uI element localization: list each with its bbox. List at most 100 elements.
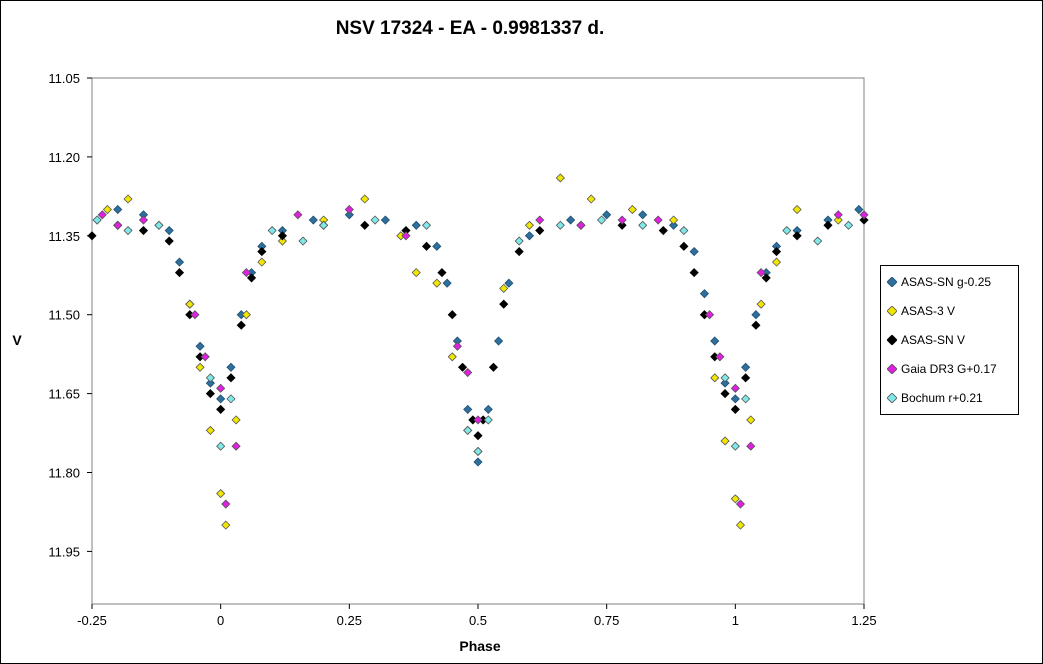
- point-asas-3-v: [241, 310, 251, 320]
- point-gaia-dr3-g-0-17: [401, 231, 411, 241]
- point-gaia-dr3-g-0-17: [190, 310, 200, 320]
- point-asas-sn-v: [499, 299, 509, 309]
- point-bochum-r-0-21: [319, 220, 329, 230]
- point-gaia-dr3-g-0-17: [715, 352, 725, 362]
- point-asas-sn-g-0-25: [751, 310, 761, 320]
- point-asas-sn-v: [823, 220, 833, 230]
- point-asas-sn-g-0-25: [730, 394, 740, 404]
- point-asas-3-v: [123, 194, 133, 204]
- point-asas-sn-g-0-25: [164, 225, 174, 236]
- point-asas-3-v: [555, 173, 565, 183]
- point-asas-sn-g-0-25: [720, 378, 730, 388]
- point-asas-3-v: [221, 520, 231, 530]
- legend-marker-icon: [887, 306, 897, 316]
- point-gaia-dr3-g-0-17: [293, 210, 303, 220]
- legend-label: Gaia DR3 G+0.17: [901, 362, 997, 376]
- point-asas-sn-g-0-25: [699, 289, 710, 299]
- y-tick-label: 11.20: [48, 150, 80, 165]
- point-asas-3-v: [102, 204, 113, 215]
- point-asas-sn-v: [761, 273, 771, 283]
- point-asas-sn-v: [236, 320, 246, 330]
- point-asas-sn-v: [617, 220, 627, 230]
- point-asas-sn-g-0-25: [504, 278, 514, 288]
- point-asas-3-v: [730, 494, 740, 504]
- point-asas-sn-v: [447, 310, 457, 320]
- point-asas-sn-v: [174, 268, 185, 278]
- point-gaia-dr3-g-0-17: [535, 215, 545, 225]
- point-gaia-dr3-g-0-17: [576, 220, 586, 230]
- point-asas-sn-v: [437, 268, 447, 278]
- point-gaia-dr3-g-0-17: [241, 268, 251, 278]
- point-bochum-r-0-21: [123, 225, 133, 236]
- point-bochum-r-0-21: [596, 215, 607, 225]
- point-gaia-dr3-g-0-17: [221, 499, 231, 509]
- legend-marker-icon: [887, 393, 897, 403]
- point-gaia-dr3-g-0-17: [113, 220, 123, 230]
- x-tick-label: 0: [217, 613, 224, 628]
- point-asas-3-v: [277, 236, 287, 246]
- point-asas-3-v: [411, 268, 421, 278]
- point-asas-sn-v: [689, 268, 699, 278]
- point-asas-sn-g-0-25: [432, 241, 442, 251]
- y-tick-label: 11.05: [48, 71, 80, 86]
- point-asas-sn-g-0-25: [174, 257, 185, 267]
- legend-label: ASAS-SN g-0.25: [901, 275, 992, 289]
- x-tick-label: 1.25: [851, 613, 876, 628]
- y-axis-label: V: [12, 332, 22, 348]
- point-gaia-dr3-g-0-17: [97, 210, 107, 220]
- legend-marker-icon: [887, 364, 897, 374]
- point-asas-3-v: [205, 425, 215, 435]
- point-bochum-r-0-21: [730, 441, 740, 451]
- point-asas-sn-v: [226, 373, 236, 383]
- point-gaia-dr3-g-0-17: [833, 210, 843, 220]
- point-gaia-dr3-g-0-17: [653, 215, 663, 225]
- point-asas-sn-g-0-25: [669, 220, 679, 230]
- point-gaia-dr3-g-0-17: [200, 352, 210, 362]
- point-gaia-dr3-g-0-17: [344, 204, 354, 215]
- point-asas-sn-g-0-25: [344, 210, 354, 220]
- point-asas-sn-v: [473, 431, 483, 441]
- point-gaia-dr3-g-0-17: [730, 383, 740, 393]
- point-gaia-dr3-g-0-17: [473, 415, 483, 425]
- point-asas-sn-v: [205, 389, 215, 399]
- point-asas-3-v: [756, 299, 766, 309]
- point-bochum-r-0-21: [463, 425, 473, 435]
- legend: ASAS-SN g-0.25 ASAS-3 V ASAS-SN V Gaia DR3 …: [880, 265, 1019, 415]
- point-bochum-r-0-21: [92, 215, 102, 225]
- point-asas-sn-g-0-25: [602, 210, 612, 220]
- point-gaia-dr3-g-0-17: [705, 310, 715, 320]
- plot-border: [91, 77, 865, 605]
- point-asas-3-v: [627, 204, 637, 215]
- point-asas-3-v: [586, 194, 596, 204]
- point-bochum-r-0-21: [741, 394, 751, 404]
- point-bochum-r-0-21: [421, 220, 432, 230]
- point-asas-sn-v: [488, 362, 499, 372]
- x-tick-label: -0.25: [77, 613, 107, 628]
- point-asas-sn-v: [514, 247, 524, 257]
- point-asas-sn-g-0-25: [113, 204, 123, 215]
- point-asas-sn-g-0-25: [689, 247, 699, 257]
- point-asas-3-v: [195, 362, 205, 372]
- point-asas-sn-g-0-25: [205, 378, 215, 388]
- point-asas-sn-v: [751, 320, 761, 330]
- point-gaia-dr3-g-0-17: [859, 210, 869, 220]
- point-asas-sn-v: [741, 373, 751, 383]
- legend-label: ASAS-SN V: [901, 333, 966, 347]
- point-asas-3-v: [710, 373, 720, 383]
- point-asas-sn-g-0-25: [411, 220, 421, 230]
- chart-title: NSV 17324 - EA - 0.9981337 d.: [335, 18, 605, 39]
- point-asas-sn-g-0-25: [216, 394, 226, 404]
- point-asas-3-v: [792, 204, 802, 215]
- legend-label: Bochum r+0.21: [901, 391, 983, 405]
- point-asas-sn-g-0-25: [854, 204, 864, 215]
- point-asas-sn-g-0-25: [473, 457, 483, 467]
- point-asas-sn-v: [679, 241, 689, 251]
- point-bochum-r-0-21: [226, 394, 236, 404]
- legend-item: ASAS-SN V: [887, 332, 965, 348]
- x-tick-label: 0.75: [594, 613, 619, 628]
- point-asas-sn-g-0-25: [483, 404, 493, 414]
- point-asas-sn-g-0-25: [494, 336, 504, 346]
- x-tick-label: 0.25: [337, 613, 362, 628]
- point-bochum-r-0-21: [216, 441, 226, 451]
